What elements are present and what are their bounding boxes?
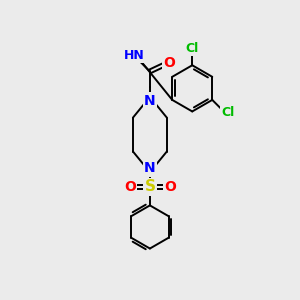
Text: N: N — [144, 161, 156, 176]
Text: N: N — [144, 94, 156, 108]
Text: S: S — [144, 179, 155, 194]
Text: O: O — [124, 180, 136, 194]
Text: HN: HN — [124, 49, 145, 62]
Text: Cl: Cl — [221, 106, 234, 119]
Text: O: O — [163, 56, 175, 70]
Text: O: O — [164, 180, 176, 194]
Text: Cl: Cl — [186, 42, 199, 55]
